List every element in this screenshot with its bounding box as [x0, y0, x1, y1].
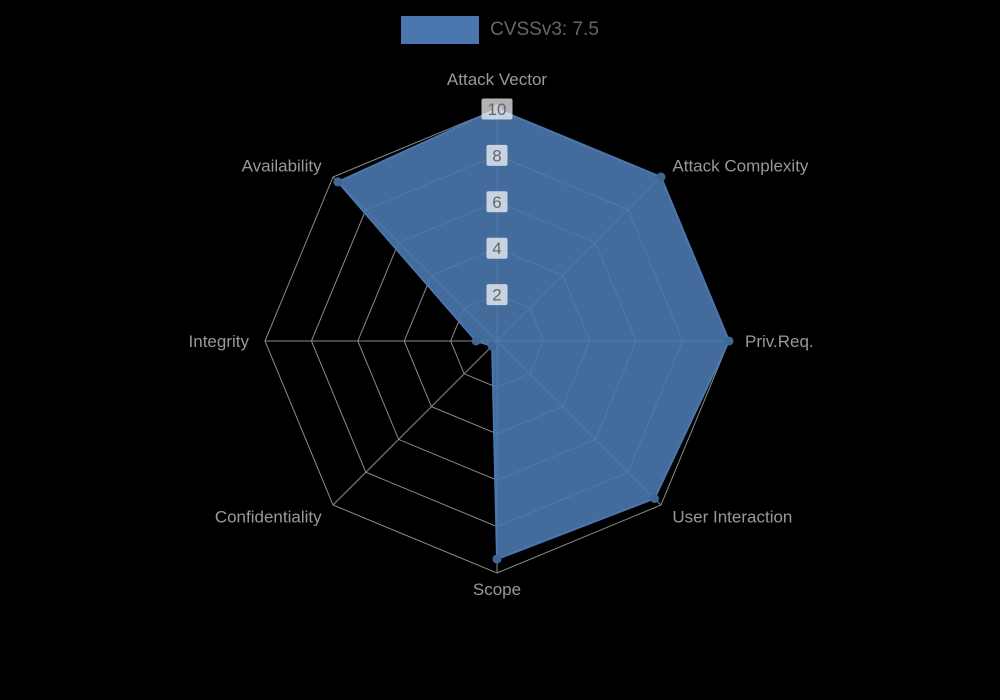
axis-label-user-interaction: User Interaction: [672, 507, 792, 526]
axis-label-attack-vector: Attack Vector: [447, 70, 547, 89]
tick-label-6: 6: [492, 193, 501, 212]
axis-label-integrity: Integrity: [189, 332, 250, 351]
data-point-availability: [333, 177, 343, 187]
data-point-confidentiality: [487, 341, 497, 351]
axis-label-scope: Scope: [473, 580, 521, 599]
axis-label-priv-req: Priv.Req.: [745, 332, 814, 351]
legend-label: CVSSv3: 7.5: [490, 19, 599, 40]
axis-label-confidentiality: Confidentiality: [215, 507, 322, 526]
axis-label-attack-complexity: Attack Complexity: [672, 157, 809, 176]
tick-backdrop-4: [486, 237, 508, 259]
data-point-attack-complexity: [656, 172, 666, 182]
data-point-user-interaction: [650, 494, 659, 503]
tick-label-4: 4: [492, 239, 501, 258]
tick-label-8: 8: [492, 146, 501, 165]
axis-label-availability: Availability: [242, 157, 323, 176]
data-polygon-cvssv3-7-5: [336, 108, 730, 561]
axis-line-confidentiality: [332, 340, 498, 506]
data-point-scope: [492, 554, 502, 564]
legend-item-cvssv3[interactable]: CVSSv3: 7.5: [401, 16, 599, 44]
tick-label-2: 2: [492, 286, 501, 305]
legend-swatch-icon: [401, 16, 480, 44]
tick-backdrop-10: [481, 98, 513, 120]
tick-label-10: 10: [488, 100, 507, 119]
tick-backdrop-8: [486, 144, 508, 166]
tick-backdrop-6: [486, 191, 508, 213]
legend: CVSSv3: 7.5: [0, 16, 1000, 44]
tick-backdrop-2: [486, 284, 508, 306]
data-point-priv-req: [724, 336, 734, 346]
data-point-integrity: [471, 336, 481, 346]
